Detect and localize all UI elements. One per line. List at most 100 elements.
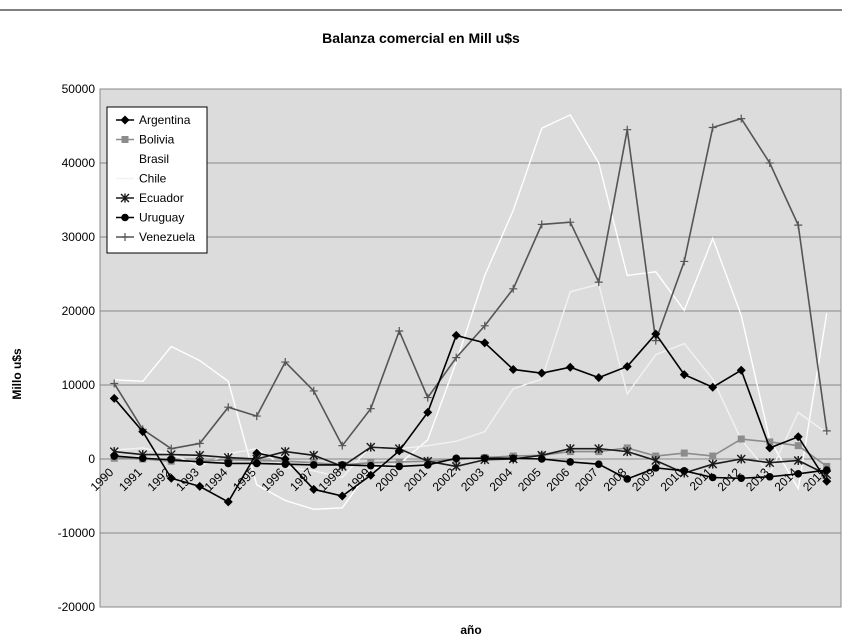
- data-point-argentina: [280, 454, 290, 464]
- y-tick-label: 40000: [62, 156, 96, 170]
- data-point-venezuela: [794, 221, 803, 230]
- legend-label: Venezuela: [139, 230, 195, 244]
- data-point-ecuador: [708, 459, 718, 469]
- data-point-ecuador: [736, 454, 746, 464]
- data-point-venezuela: [110, 379, 119, 388]
- data-point-argentina: [309, 484, 319, 494]
- data-point-uruguay: [395, 462, 404, 471]
- y-axis-label: Millo u$s: [10, 348, 24, 400]
- data-point-argentina: [451, 330, 461, 340]
- data-point-argentina: [223, 497, 233, 507]
- data-point-argentina: [195, 481, 205, 491]
- data-point-argentina: [765, 443, 775, 453]
- data-point-ecuador: [366, 442, 376, 452]
- legend-item-chile: Chile: [116, 172, 167, 186]
- series-argentina: [109, 329, 832, 507]
- data-point-venezuela: [822, 426, 831, 435]
- series-line-ecuador: [114, 446, 828, 476]
- data-point-venezuela: [309, 386, 318, 395]
- series-line-brasil: [114, 113, 828, 511]
- data-point-venezuela: [737, 114, 746, 123]
- legend-marker-argentina: [120, 115, 130, 125]
- data-point-argentina: [822, 476, 832, 486]
- data-point-uruguay: [651, 464, 660, 472]
- data-point-venezuela: [509, 284, 518, 293]
- gridlines: [100, 88, 841, 608]
- legend-marker-venezuela: [121, 233, 129, 241]
- legend-label: Bolivia: [139, 133, 175, 147]
- y-tick-label: -20000: [58, 600, 96, 614]
- series-line-chile: [114, 283, 828, 479]
- legend: Argentina Bolivia Brasil Chile Ecuador Urugua…: [106, 106, 208, 254]
- data-point-venezuela: [452, 353, 461, 362]
- data-point-bolivia: [794, 442, 802, 450]
- data-point-argentina: [508, 364, 518, 374]
- data-point-argentina: [138, 427, 148, 437]
- series-chile: [114, 283, 828, 479]
- data-point-venezuela: [423, 393, 432, 402]
- data-point-bolivia: [737, 435, 745, 443]
- legend-item-uruguay: Uruguay: [116, 211, 184, 225]
- legend-label: Uruguay: [139, 211, 184, 225]
- series-line-argentina: [113, 332, 828, 503]
- data-point-venezuela: [366, 404, 375, 413]
- series-uruguay: [110, 452, 831, 483]
- series-layer: [109, 113, 832, 511]
- data-point-argentina: [252, 448, 262, 458]
- data-point-uruguay: [309, 461, 318, 469]
- data-point-argentina: [708, 382, 718, 392]
- data-point-ecuador: [651, 455, 661, 465]
- legend-marker-uruguay: [121, 213, 129, 222]
- data-point-bolivia: [395, 458, 403, 466]
- data-point-uruguay: [224, 459, 233, 468]
- legend-label: Argentina: [139, 113, 191, 127]
- data-point-uruguay: [594, 460, 603, 468]
- data-point-argentina: [423, 407, 433, 417]
- data-point-uruguay: [680, 467, 689, 475]
- data-point-uruguay: [281, 460, 290, 468]
- data-point-venezuela: [480, 321, 489, 330]
- data-point-uruguay: [765, 472, 774, 481]
- data-point-uruguay: [338, 461, 347, 469]
- data-point-uruguay: [480, 454, 489, 463]
- data-point-uruguay: [794, 470, 803, 478]
- data-point-uruguay: [509, 454, 518, 463]
- y-axis-ticks: -20000 -10000 0 10000 20000 30000 40000 50000: [58, 82, 96, 614]
- data-point-venezuela: [708, 123, 717, 132]
- y-tick-label: 0: [88, 452, 95, 466]
- data-point-venezuela: [252, 412, 261, 421]
- data-point-bolivia: [709, 452, 717, 460]
- series-line-uruguay: [114, 455, 827, 480]
- data-point-venezuela: [167, 444, 176, 453]
- legend-label: Brasil: [139, 152, 169, 166]
- data-point-uruguay: [822, 466, 831, 474]
- data-point-venezuela: [765, 159, 774, 167]
- data-point-argentina: [679, 370, 689, 380]
- data-point-venezuela: [594, 278, 603, 287]
- legend-item-bolivia: Bolivia: [116, 133, 175, 147]
- data-point-uruguay: [452, 454, 461, 463]
- data-point-venezuela: [281, 358, 290, 367]
- data-point-ecuador: [309, 450, 319, 460]
- legend-marker-bolivia: [121, 136, 129, 143]
- data-point-argentina: [109, 393, 119, 403]
- plot-area: [99, 88, 842, 608]
- data-point-ecuador: [594, 444, 604, 454]
- y-tick-label: 10000: [62, 378, 96, 392]
- legend-box: [106, 106, 208, 254]
- legend-label: Chile: [139, 172, 167, 186]
- data-point-uruguay: [252, 459, 261, 468]
- legend-label: Ecuador: [139, 191, 184, 205]
- data-point-uruguay: [537, 455, 546, 463]
- data-point-uruguay: [708, 473, 717, 482]
- data-point-argentina: [166, 473, 176, 483]
- x-axis-label: año: [460, 623, 481, 637]
- data-point-argentina: [622, 362, 632, 371]
- data-point-uruguay: [566, 458, 575, 466]
- data-point-uruguay: [423, 461, 432, 469]
- data-point-uruguay: [737, 474, 746, 483]
- data-point-argentina: [793, 432, 803, 442]
- series-brasil: [114, 113, 828, 511]
